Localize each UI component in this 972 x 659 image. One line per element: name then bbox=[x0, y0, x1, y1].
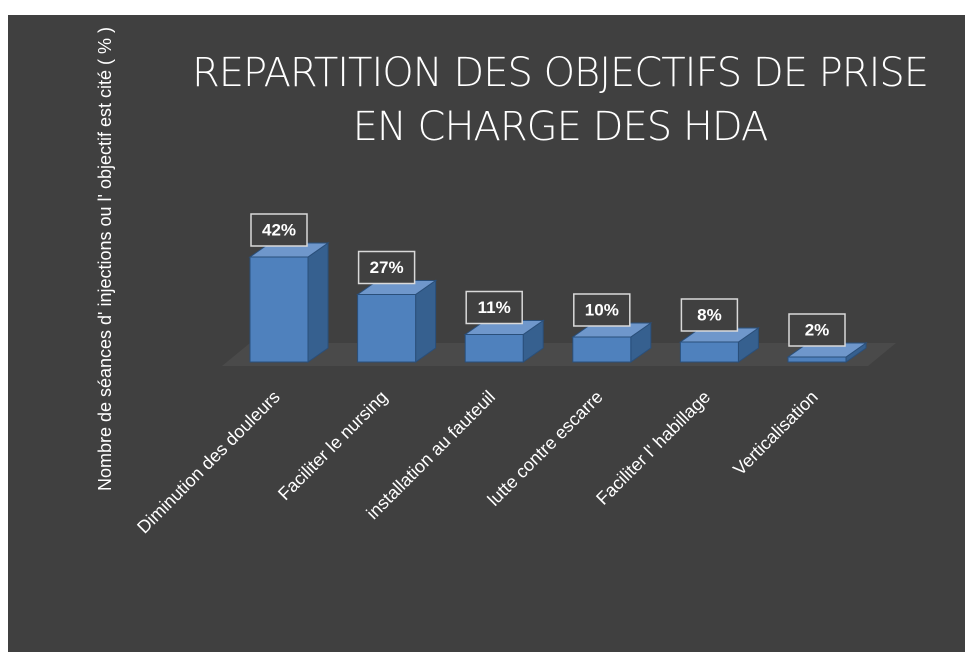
chart-title: REPARTITION DES OBJECTIFS DE PRISE EN CH… bbox=[191, 50, 929, 150]
value-label-box bbox=[788, 313, 846, 347]
bar bbox=[249, 256, 309, 363]
value-label: 42% bbox=[262, 220, 296, 239]
x-tick-label: Diminution des douleurs bbox=[133, 387, 284, 538]
value-label: 2% bbox=[805, 320, 830, 339]
value-label: 27% bbox=[370, 258, 404, 277]
value-label-box bbox=[357, 250, 416, 285]
value-label-box bbox=[573, 293, 631, 327]
value-label: 8% bbox=[697, 305, 722, 324]
x-tick-label: Verticalisation bbox=[729, 387, 822, 480]
value-label: 11% bbox=[478, 298, 511, 317]
x-tick-label: Faciliter le nursing bbox=[274, 387, 391, 504]
x-tick-label: Faciliter l' habillage bbox=[592, 387, 714, 509]
bar bbox=[679, 341, 739, 363]
value-label-box bbox=[680, 298, 739, 332]
bar bbox=[464, 334, 524, 363]
value-label: 10% bbox=[585, 300, 619, 319]
x-tick-label: lutte contre escarre bbox=[484, 387, 607, 510]
value-label-box bbox=[250, 213, 308, 247]
bar bbox=[572, 336, 632, 363]
bar bbox=[357, 294, 417, 363]
bar-side bbox=[307, 242, 329, 363]
value-label-box bbox=[465, 290, 523, 325]
bar bbox=[787, 356, 847, 363]
